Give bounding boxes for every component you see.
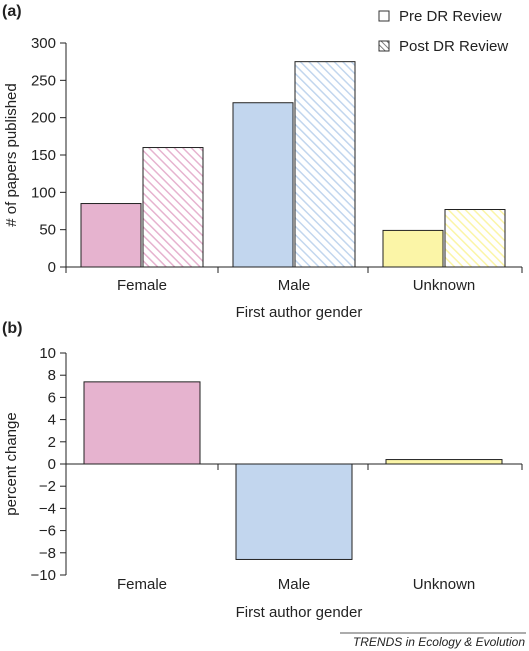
bar-female-pre [80,203,142,268]
chart-b-xlabel: First author gender [236,604,363,621]
bar-male-change [235,463,353,560]
bar-unknown-pre [382,229,444,268]
chart-a-x-ticks: Female Male Unknown [65,267,523,294]
chart-b-y-ticks: −10 −8 −6 −4 −2 0 2 4 6 8 10 [31,345,66,584]
bar-female-change [83,381,201,465]
chart-a: 0 50 100 150 200 250 300 Female Male Unknown # o… [3,35,523,321]
legend-swatch-pre [378,10,390,22]
legend-label-post: Post DR Review [399,38,508,55]
y-tick-label: 200 [31,110,56,127]
x-tick-label: Male [278,576,311,593]
bar-male-pre [232,102,294,268]
panel-b-label: (b) [2,320,22,337]
y-tick-label: 2 [48,434,56,451]
y-tick-label: −8 [39,545,56,562]
y-tick-label: 8 [48,367,56,384]
legend-swatch-post [378,40,390,52]
y-tick-label: 0 [48,259,56,276]
y-tick-label: 50 [39,222,56,239]
legend-label-pre: Pre DR Review [399,8,502,25]
chart-a-y-ticks: 0 50 100 150 200 250 300 [31,35,66,276]
y-tick-label: −2 [39,478,56,495]
bar-female-post [142,147,204,268]
y-tick-label: 100 [31,184,56,201]
panel-a-label: (a) [2,3,22,20]
chart-a-ylabel: # of papers published [3,83,20,226]
bar-male-post [294,61,356,268]
y-tick-label: −10 [31,567,56,584]
chart-a-bars [80,61,506,268]
x-tick-label: Unknown [413,576,476,593]
chart-b: −10 −8 −6 −4 −2 0 2 4 6 8 10 Female Male Unknown per… [3,345,523,621]
chart-a-xlabel: First author gender [236,304,363,321]
y-tick-label: 6 [48,389,56,406]
chart-b-ylabel: percent change [3,412,20,515]
chart-b-x-ticks: Female Male Unknown [65,464,523,593]
bar-unknown-change [385,459,503,465]
x-tick-label: Female [117,576,167,593]
y-tick-label: 4 [48,412,56,429]
y-tick-label: 300 [31,35,56,52]
footer-credit: TRENDS in Ecology & Evolution [353,635,525,649]
y-tick-label: −6 [39,523,56,540]
y-tick-label: 250 [31,72,56,89]
y-tick-label: 10 [39,345,56,362]
chart-b-bars [83,381,503,560]
bar-unknown-post [444,209,506,268]
x-tick-label: Female [117,277,167,294]
y-tick-label: −4 [39,500,56,517]
x-tick-label: Unknown [413,277,476,294]
y-tick-label: 0 [48,456,56,473]
x-tick-label: Male [278,277,311,294]
legend: Pre DR Review Post DR Review [378,8,508,55]
y-tick-label: 150 [31,147,56,164]
